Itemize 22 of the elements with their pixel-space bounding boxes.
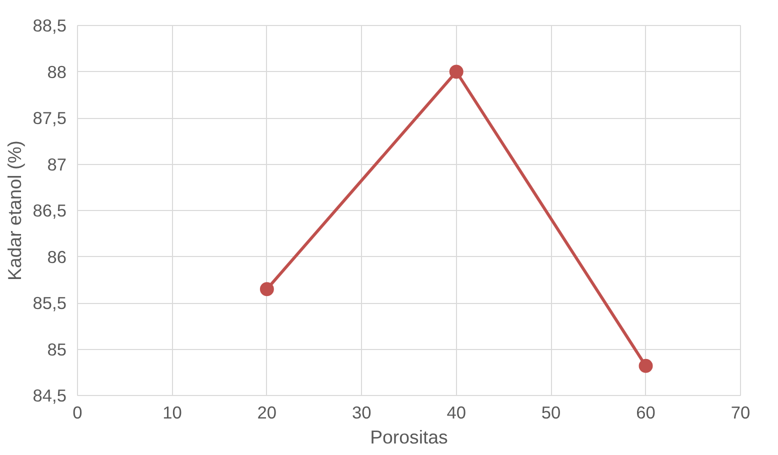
point bbox=[449, 64, 464, 79]
x-tick-label: 30 bbox=[352, 402, 372, 422]
x-tick-label: 50 bbox=[541, 402, 561, 422]
point bbox=[638, 358, 653, 373]
y-tick-label: 88 bbox=[47, 62, 67, 82]
y-tick-label: 87,5 bbox=[32, 108, 67, 128]
y-tick-label: 86 bbox=[47, 246, 67, 267]
x-tick-label: 0 bbox=[72, 402, 82, 422]
y-tick-label: 87 bbox=[47, 154, 67, 174]
y-axis-title: Kadar etanol (%) bbox=[4, 140, 25, 280]
y-tick-label: 85 bbox=[47, 339, 67, 360]
x-tick-label: 60 bbox=[636, 402, 656, 422]
y-tick-label: 85,5 bbox=[32, 293, 67, 313]
point bbox=[260, 282, 274, 296]
x-tick-label: 10 bbox=[162, 402, 182, 422]
y-tick-label: 88,5 bbox=[32, 16, 67, 36]
x-tick-label: 40 bbox=[446, 402, 466, 422]
y-tick-label: 86,5 bbox=[32, 200, 67, 220]
x-tick-label: 70 bbox=[730, 402, 750, 422]
x-axis-title: Porositas bbox=[370, 426, 448, 448]
x-tick-label: 20 bbox=[257, 402, 277, 422]
y-tick-label: 84,5 bbox=[32, 386, 67, 406]
